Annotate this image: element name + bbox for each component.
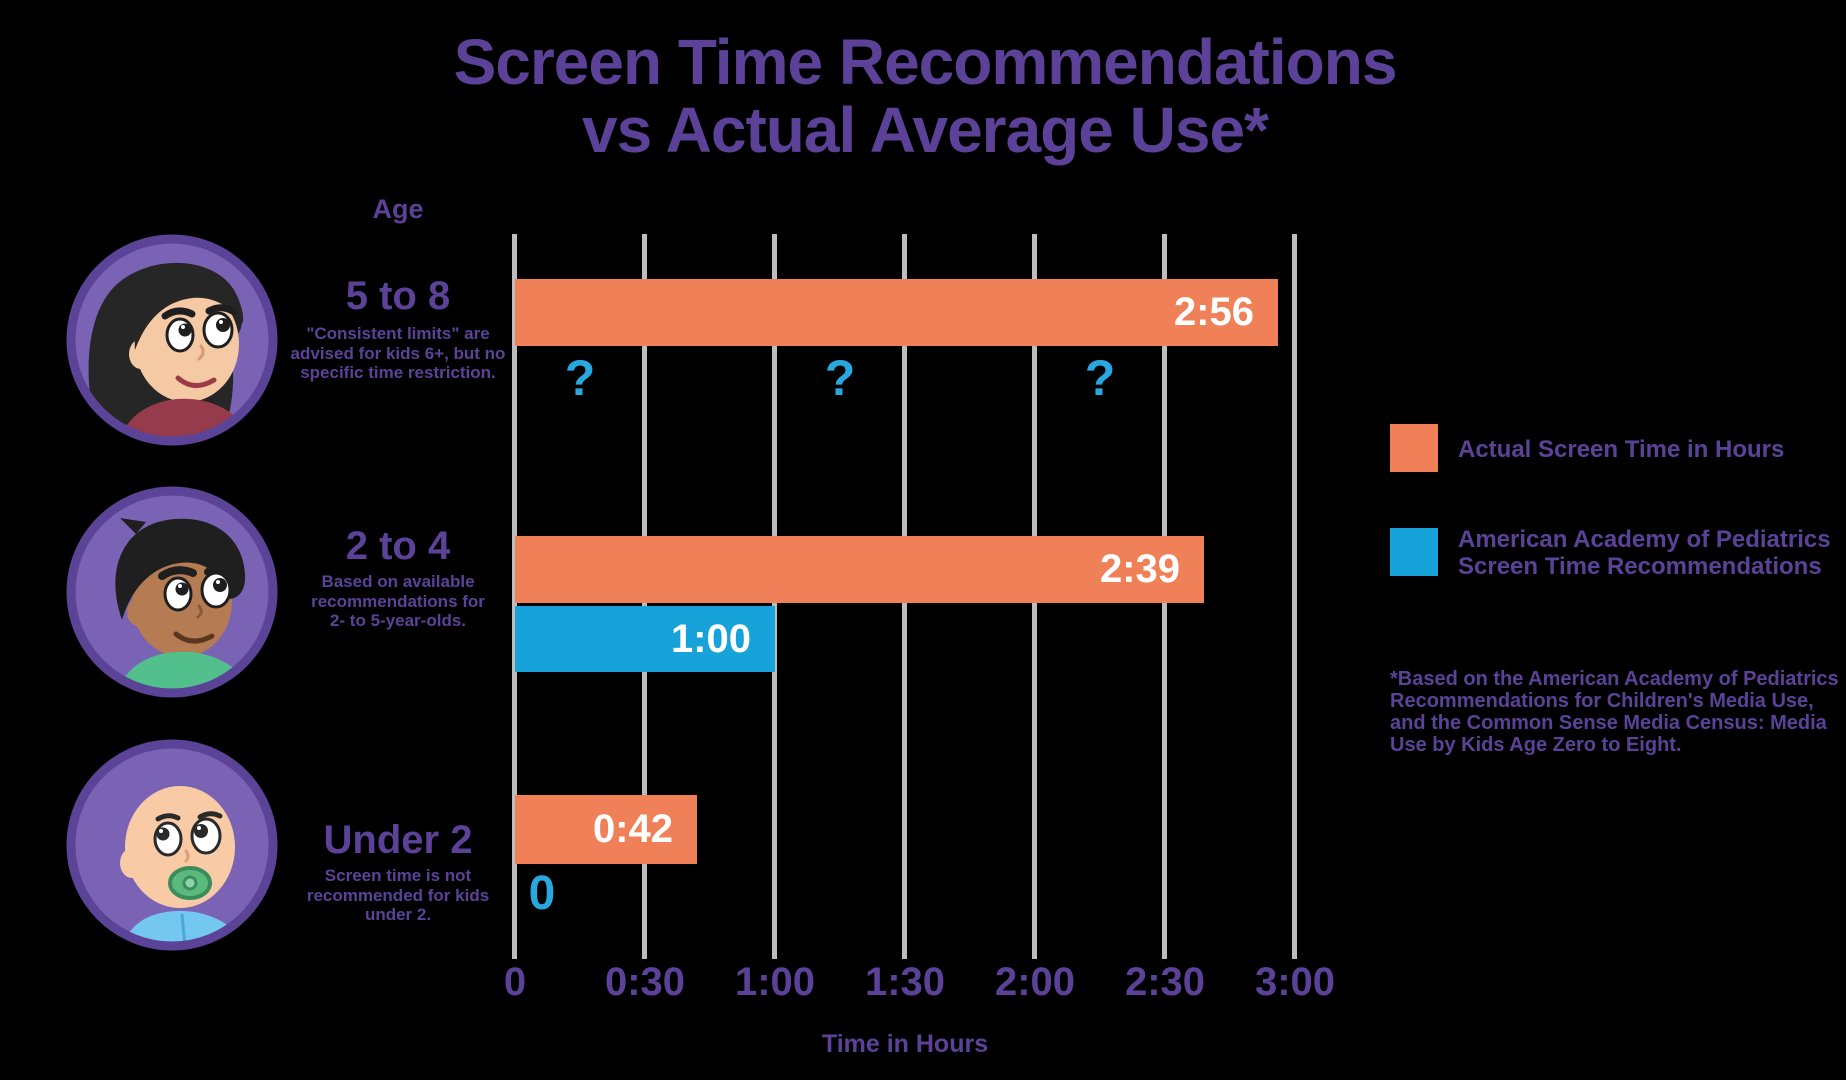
legend-swatch-recommended	[1390, 528, 1438, 576]
avatar-girl-5-to-8	[62, 230, 282, 450]
x-axis-title: Time in Hours	[821, 1030, 989, 1058]
bar-value-label: 2:39	[1099, 547, 1180, 591]
row-note-5-to-8: "Consistent limits" are advised for kids…	[290, 324, 506, 382]
question-mark-3: ?	[1084, 350, 1116, 406]
tick-2-00: 2:00	[994, 960, 1076, 1004]
girl-illustration-icon	[66, 234, 278, 446]
boy-illustration-icon	[66, 486, 278, 698]
row-note-2-to-4: Based on available recommendations for 2…	[311, 572, 485, 630]
legend-label-recommended: American Academy of Pediatrics Screen Ti…	[1458, 526, 1831, 580]
tick-1-30: 1:30	[864, 960, 946, 1004]
legend-swatch-actual	[1390, 424, 1438, 472]
zero-recommendation-mark: 0	[528, 867, 556, 920]
tick-1-00: 1:00	[734, 960, 816, 1004]
question-mark-1: ?	[564, 350, 596, 406]
age-column-header: Age	[372, 194, 424, 224]
title-line-2: vs Actual Average Use*	[582, 94, 1269, 166]
gridline-3-00	[1292, 234, 1297, 959]
tick-2-30: 2:30	[1124, 960, 1206, 1004]
source-footnote: *Based on the American Academy of Pediat…	[1390, 668, 1839, 756]
bar-recommended-2-to-4: 1:00	[515, 606, 775, 672]
gridline-0	[512, 234, 517, 959]
question-mark-2: ?	[824, 350, 856, 406]
tick-0-30: 0:30	[604, 960, 686, 1004]
avatar-boy-2-to-4	[62, 482, 282, 702]
bar-actual-5-to-8: 2:56	[515, 279, 1278, 346]
row-age-under-2: Under 2	[323, 818, 473, 862]
bar-actual-under-2: 0:42	[515, 795, 697, 864]
bar-value-label: 2:56	[1173, 290, 1254, 334]
title-line-1: Screen Time Recommendations	[453, 26, 1398, 98]
avatar-baby-under-2	[62, 735, 282, 955]
row-age-5-to-8: 5 to 8	[345, 274, 451, 318]
row-note-under-2: Screen time is not recommended for kids …	[306, 866, 490, 924]
page-title: Screen Time Recommendations vs Actual Av…	[340, 28, 1510, 164]
baby-illustration-icon	[66, 739, 278, 951]
row-age-2-to-4: 2 to 4	[345, 524, 451, 568]
bar-actual-2-to-4: 2:39	[515, 536, 1204, 603]
tick-3-00: 3:00	[1254, 960, 1336, 1004]
bar-value-label: 1:00	[670, 616, 751, 661]
bar-value-label: 0:42	[592, 807, 673, 851]
legend-label-actual: Actual Screen Time in Hours	[1458, 436, 1785, 463]
tick-0: 0	[503, 960, 527, 1004]
